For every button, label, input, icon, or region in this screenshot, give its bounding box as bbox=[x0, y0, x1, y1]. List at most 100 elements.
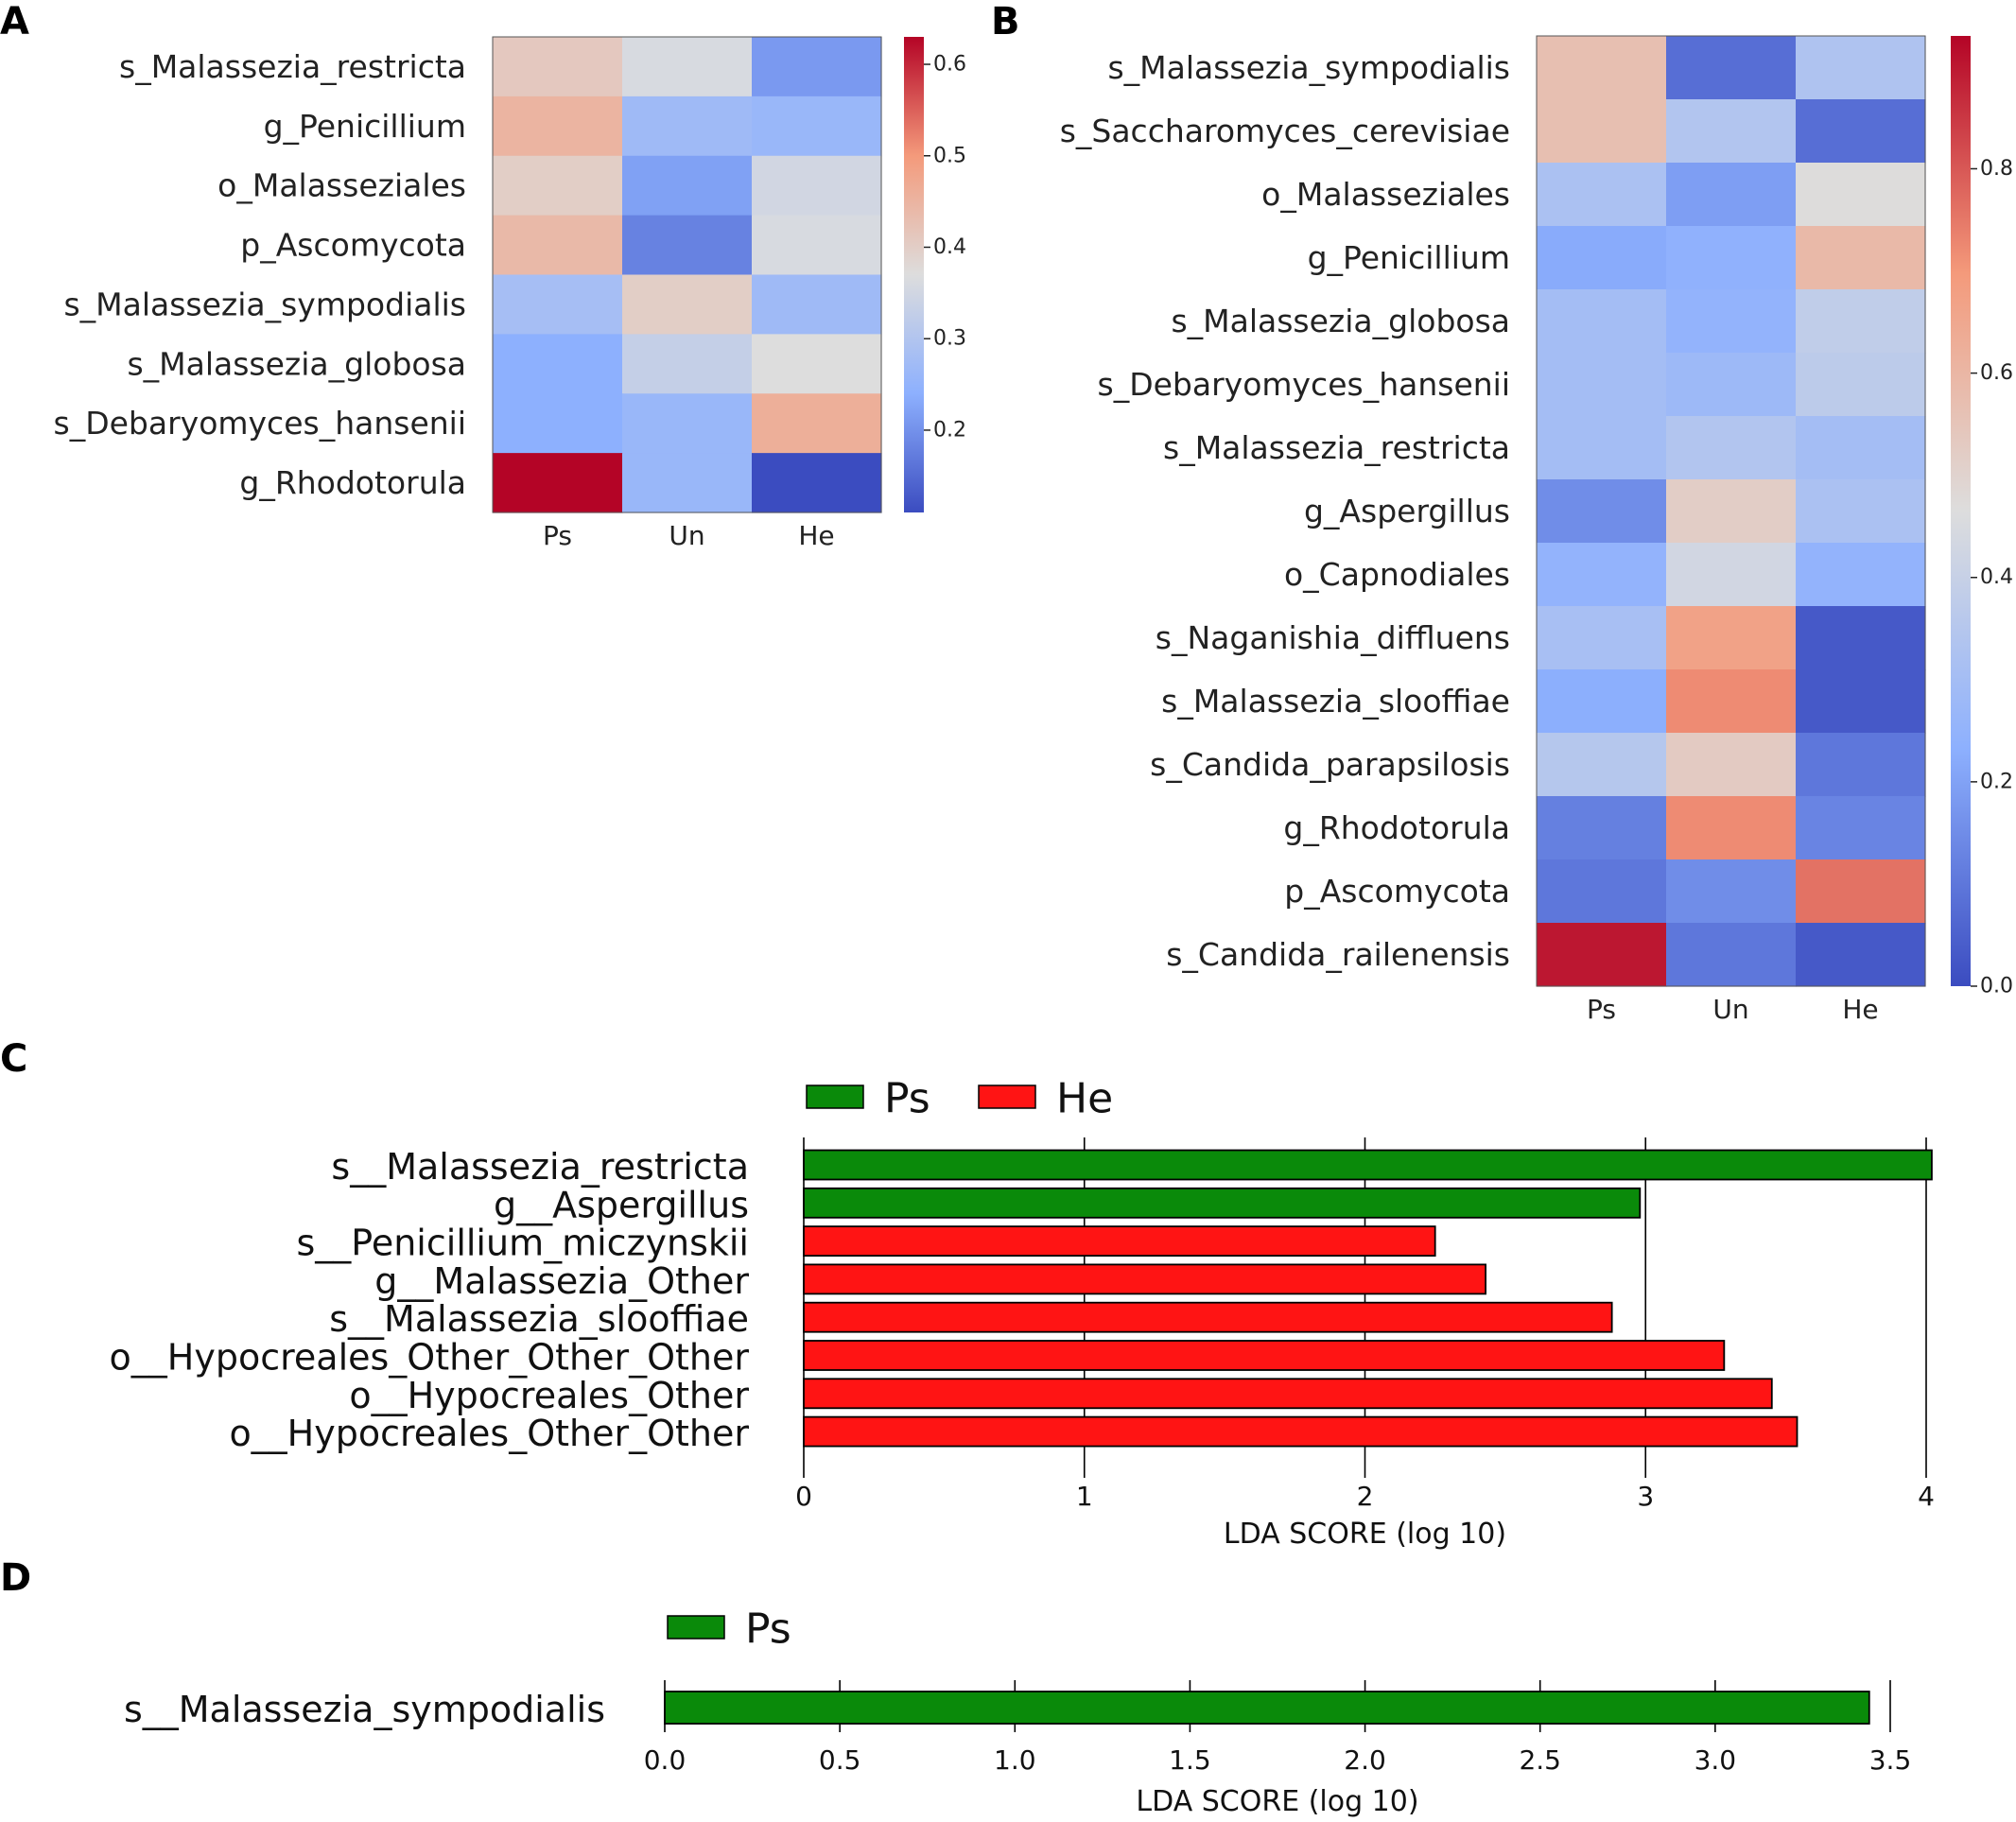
lda-c-bar-label: o__Hypocreales_Other_Other bbox=[229, 1413, 749, 1454]
lda-c-legend-swatch-ps bbox=[806, 1085, 864, 1109]
heatmap-a-cell-o-malasseziales-ps bbox=[493, 155, 623, 217]
lda-c-bar-label: s__Malassezia_restricta bbox=[331, 1146, 749, 1188]
lda-d-bar-label: s__Malassezia_sympodialis bbox=[124, 1689, 605, 1730]
heatmap-a-colorbar-tick-label: 0.3 bbox=[933, 327, 966, 351]
heatmap-b-cell-g-rhodotorula-un bbox=[1666, 796, 1797, 860]
heatmap-a-cell-s-malassezia-globosa-un bbox=[622, 334, 753, 394]
lda-d-x-tick-label: 0.0 bbox=[644, 1744, 686, 1776]
heatmap-a-colorbar-tick-label: 0.2 bbox=[933, 418, 966, 442]
heatmap-a-cell-s-malassezia-sympodialis-un bbox=[622, 274, 753, 335]
lda-c-legend-label-he: He bbox=[1056, 1075, 1113, 1123]
heatmap-a-column-label: He bbox=[798, 520, 834, 551]
heatmap-a-row-label: g_Penicillium bbox=[264, 108, 466, 145]
heatmap-b-cell-o-capnodiales-he bbox=[1796, 543, 1926, 607]
lda-d-legend-swatch-ps bbox=[667, 1615, 725, 1640]
lda-c-legend-label-ps: Ps bbox=[884, 1075, 930, 1123]
heatmap-b-cell-g-aspergillus-un bbox=[1666, 479, 1797, 544]
heatmap-a-cell-g-penicillium-ps bbox=[493, 95, 623, 157]
heatmap-b-colorbar-tick-label: 0.8 bbox=[1980, 157, 2013, 181]
heatmap-b-row-label: s_Malassezia_slooffiae bbox=[1161, 683, 1510, 720]
heatmap-panel-b: s_Malassezia_sympodialis s_Saccharomyces_… bbox=[1060, 35, 2013, 1025]
lda-d-x-tick-label: 2.5 bbox=[1519, 1744, 1561, 1776]
heatmap-b-cell-s-malassezia-globosa-ps bbox=[1537, 289, 1667, 354]
heatmap-a-cell-o-malasseziales-un bbox=[622, 155, 753, 217]
heatmap-b-colorbar-tick-label: 0.6 bbox=[1980, 361, 2013, 385]
heatmap-a-row-label: g_Rhodotorula bbox=[239, 464, 466, 501]
heatmap-b-row-label: g_Rhodotorula bbox=[1283, 809, 1510, 846]
lda-c-x-tick-label: 3 bbox=[1637, 1481, 1654, 1512]
heatmap-a-row-label: s_Malassezia_restricta bbox=[119, 48, 466, 85]
heatmap-b-row-label: s_Naganishia_diffluens bbox=[1156, 619, 1510, 656]
heatmap-b-cell-s-debaryomyces-hansenii-ps bbox=[1537, 353, 1667, 417]
panel-a-letter: A bbox=[0, 0, 29, 43]
lda-d-bar-s-malassezia-sympodialis bbox=[664, 1691, 1870, 1725]
heatmap-b-cell-s-malassezia-restricta-ps bbox=[1537, 416, 1667, 480]
lda-c-bar-o-hypocreales-other-other-other bbox=[803, 1340, 1726, 1371]
heatmap-b-cell-o-malasseziales-un bbox=[1666, 163, 1797, 227]
lda-d-x-axis-title: LDA SCORE (log 10) bbox=[1136, 1785, 1418, 1818]
heatmap-b-row-label: g_Penicillium bbox=[1308, 239, 1510, 276]
heatmap-a-colorbar-tick-label: 0.5 bbox=[933, 144, 966, 167]
heatmap-b-cell-g-aspergillus-he bbox=[1796, 479, 1926, 544]
heatmap-b-cell-s-malassezia-sympodialis-ps bbox=[1537, 36, 1667, 100]
heatmap-b-frame bbox=[1536, 35, 1926, 987]
panel-b-letter: B bbox=[991, 0, 1020, 43]
heatmap-a-column-label: Un bbox=[669, 520, 704, 551]
heatmap-b-cell-g-penicillium-un bbox=[1666, 226, 1797, 290]
lda-c-bar-label: o__Hypocreales_Other_Other_Other bbox=[110, 1337, 750, 1379]
heatmap-b-cell-s-candida-railenensis-un bbox=[1666, 923, 1797, 987]
heatmap-a-cell-s-malassezia-globosa-ps bbox=[493, 334, 623, 394]
heatmap-b-cell-s-candida-railenensis-ps bbox=[1537, 923, 1667, 987]
heatmap-a-row-label: s_Debaryomyces_hansenii bbox=[54, 405, 466, 442]
heatmap-b-cell-s-candida-parapsilosis-un bbox=[1666, 733, 1797, 797]
heatmap-a-cell-g-rhodotorula-ps bbox=[493, 453, 623, 513]
heatmap-b-cell-s-saccharomyces-cerevisiae-un bbox=[1666, 99, 1797, 164]
heatmap-b-column-label: Ps bbox=[1587, 994, 1616, 1025]
heatmap-b-cell-o-capnodiales-ps bbox=[1537, 543, 1667, 607]
heatmap-b-cell-s-malassezia-slooffiae-he bbox=[1796, 669, 1926, 734]
lda-c-bar-label: g__Aspergillus bbox=[494, 1184, 749, 1225]
lda-c-bar-label: s__Malassezia_slooffiae bbox=[329, 1298, 749, 1340]
heatmap-a-frame bbox=[492, 36, 882, 513]
heatmap-b-row-label: o_Malasseziales bbox=[1261, 176, 1510, 213]
heatmap-b-row-label: g_Aspergillus bbox=[1304, 493, 1510, 529]
lda-d-x-tick-label: 3.0 bbox=[1694, 1744, 1737, 1776]
heatmap-b-row-label: s_Saccharomyces_cerevisiae bbox=[1060, 113, 1510, 149]
lda-c-legend-swatch-he bbox=[978, 1085, 1036, 1109]
heatmap-b-cell-g-penicillium-ps bbox=[1537, 226, 1667, 290]
lda-c-bar-s-malassezia-slooffiae bbox=[803, 1301, 1613, 1333]
heatmap-a-row-label: s_Malassezia_globosa bbox=[127, 345, 466, 382]
heatmap-a-cell-s-malassezia-sympodialis-he bbox=[752, 274, 882, 335]
heatmap-b-column-label: He bbox=[1842, 994, 1878, 1025]
lda-c-x-tick-label: 1 bbox=[1076, 1481, 1093, 1512]
heatmap-b-cell-s-naganishia-diffluens-he bbox=[1796, 606, 1926, 670]
lda-d-x-tick-label: 1.0 bbox=[994, 1744, 1036, 1776]
heatmap-a-cell-s-debaryomyces-hansenii-he bbox=[752, 393, 882, 454]
heatmap-a-colorbar bbox=[904, 37, 924, 512]
heatmap-panel-a: s_Malassezia_restricta g_Penicillium o_Mal… bbox=[54, 36, 966, 551]
lda-c-x-tick-label: 0 bbox=[795, 1481, 812, 1512]
heatmap-b-cell-p-ascomycota-he bbox=[1796, 859, 1926, 924]
lda-c-x-tick-label: 4 bbox=[1918, 1481, 1935, 1512]
lda-c-bar-s-malassezia-restricta bbox=[803, 1149, 1933, 1181]
heatmap-b-row-label: s_Candida_parapsilosis bbox=[1150, 746, 1510, 783]
heatmap-a-column-label: Ps bbox=[543, 520, 572, 551]
heatmap-b-cell-s-malassezia-restricta-he bbox=[1796, 416, 1926, 480]
lda-d-x-tick-label: 2.0 bbox=[1344, 1744, 1386, 1776]
heatmap-b-cell-s-debaryomyces-hansenii-he bbox=[1796, 353, 1926, 417]
lda-c-bar-s-penicillium-miczynskii bbox=[803, 1225, 1436, 1257]
heatmap-b-cell-g-aspergillus-ps bbox=[1537, 479, 1667, 544]
lda-c-bar-label: o__Hypocreales_Other bbox=[349, 1375, 749, 1416]
heatmap-b-row-label: s_Malassezia_sympodialis bbox=[1107, 49, 1510, 86]
heatmap-b-cell-s-malassezia-restricta-un bbox=[1666, 416, 1797, 480]
heatmap-b-cell-s-naganishia-diffluens-un bbox=[1666, 606, 1797, 670]
heatmap-a-cell-s-debaryomyces-hansenii-un bbox=[622, 393, 753, 454]
heatmap-a-cell-p-ascomycota-un bbox=[622, 215, 753, 276]
heatmap-b-cell-p-ascomycota-ps bbox=[1537, 859, 1667, 924]
heatmap-b-cell-s-malassezia-sympodialis-he bbox=[1796, 36, 1926, 100]
lda-c-bar-o-hypocreales-other bbox=[803, 1378, 1773, 1410]
lda-d-x-tick-label: 3.5 bbox=[1869, 1744, 1912, 1776]
heatmap-b-cell-s-candida-parapsilosis-he bbox=[1796, 733, 1926, 797]
heatmap-b-cell-o-malasseziales-he bbox=[1796, 163, 1926, 227]
